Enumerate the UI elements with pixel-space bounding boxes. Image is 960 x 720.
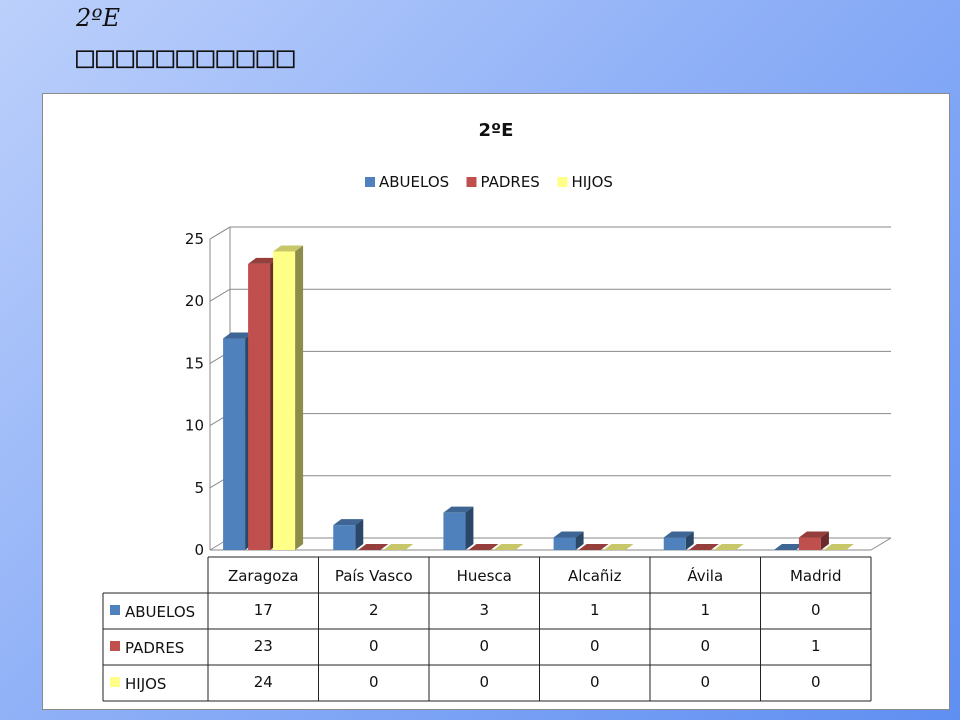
x-category-label-0: Zaragoza [228,567,299,585]
bar-hijos-0-side [295,245,304,550]
legend-label-padres: PADRES [481,173,540,191]
y-tick-label-20: 20 [185,292,204,310]
bar-abuelos-2 [443,512,466,550]
table-cell-padres-4: 0 [700,637,710,655]
y-tick-label-5: 5 [194,479,204,497]
bar-abuelos-3-side [575,531,584,550]
x-category-label-5: Madrid [790,567,842,585]
table-cell-padres-1: 0 [369,637,379,655]
bar-padres-5-top [798,531,829,538]
bar-hijos-5-top [823,544,854,550]
table-cell-abuelos-5: 0 [811,601,821,619]
bar-hijos-4-top [713,544,744,550]
bar-hijos-0-top [273,245,304,252]
bar-padres-5 [798,537,821,550]
y-tick-label-10: 10 [185,417,204,435]
table-key-swatch-hijos [110,677,120,687]
table-row-label-hijos: HIJOS [125,675,166,693]
bar-abuelos-1-side [355,519,364,550]
y-tick-label-25: 25 [185,230,204,248]
x-category-label-4: Ávila [687,566,723,585]
bar-padres-1-top [358,544,389,550]
slide-title: 2ºE [76,4,121,32]
slide-subtitle: □□□□□□□□□□□ [76,40,297,75]
table-cell-hijos-4: 0 [700,673,710,691]
y-tick-label-0: 0 [194,541,204,559]
x-category-label-2: Huesca [457,567,512,585]
bar-abuelos-0 [223,338,246,550]
table-cell-padres-0: 23 [254,637,273,655]
bar-abuelos-1-top [333,519,364,526]
bar-abuelos-2-top [443,506,474,513]
x-category-label-1: País Vasco [335,567,413,585]
bar-hijos-2-top [493,544,524,550]
gridline-side-20 [209,288,231,302]
legend-swatch-padres [466,177,477,187]
bar-abuelos-4-top [663,531,694,538]
bar-padres-0 [248,263,271,550]
table-cell-padres-3: 0 [590,637,600,655]
gridline-side-25 [209,226,231,240]
bar-abuelos-3 [553,537,576,550]
bar-abuelos-0-top [223,332,254,339]
bar-abuelos-4-side [685,531,694,550]
legend-swatch-abuelos [365,177,375,187]
chart-frame: 2ºE ABUELOS PADRES HIJOS 0 5 10 15 20 25 Zaragoza P… [42,93,950,710]
table-cell-abuelos-4: 1 [700,601,710,619]
table-cell-abuelos-0: 17 [254,601,273,619]
table-row-label-padres: PADRES [125,639,184,657]
floor-right-edge [870,537,892,551]
bar-padres-3-top [578,544,609,550]
table-cell-hijos-5: 0 [811,673,821,691]
y-tick-label-15: 15 [185,354,204,372]
x-category-label-3: Alcañiz [568,567,622,585]
bar-abuelos-5-top [773,544,804,550]
bar-hijos-0 [273,251,296,550]
bar-abuelos-4 [663,537,686,550]
table-key-swatch-abuelos [110,605,120,615]
table-cell-padres-5: 1 [811,637,821,655]
bar-hijos-3-top [603,544,634,550]
table-cell-hijos-0: 24 [254,673,273,691]
bar-abuelos-3-top [553,531,584,538]
chart-title: 2ºE [479,120,514,141]
table-cell-abuelos-3: 1 [590,601,600,619]
bar-abuelos-1 [333,525,356,550]
table-cell-hijos-3: 0 [590,673,600,691]
table-row-label-abuelos: ABUELOS [125,603,195,621]
table-cell-abuelos-2: 3 [479,601,489,619]
table-cell-hijos-1: 0 [369,673,379,691]
bar-hijos-1-top [383,544,414,550]
table-cell-hijos-2: 0 [479,673,489,691]
table-cell-padres-2: 0 [479,637,489,655]
legend-swatch-hijos [557,177,568,187]
bar-padres-5-side [820,531,829,550]
legend-label-hijos: HIJOS [572,173,613,191]
bar-padres-2-top [468,544,499,550]
table-key-swatch-padres [110,641,120,651]
bar-padres-0-top [248,257,279,264]
table-cell-abuelos-1: 2 [369,601,379,619]
bar-abuelos-2-side [465,506,474,550]
legend-label-abuelos: ABUELOS [379,173,449,191]
bar-padres-4-top [688,544,719,550]
